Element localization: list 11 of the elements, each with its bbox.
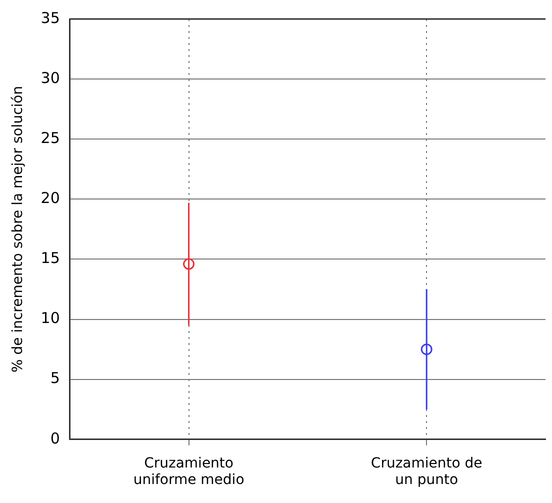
- y-tick-label: 0: [50, 429, 60, 448]
- x-tick-label: Cruzamiento de un punto: [370, 455, 482, 488]
- y-axis-title: % de incremento sobre la mejor solución: [10, 86, 26, 372]
- y-tick-label: 35: [40, 8, 60, 27]
- y-tick-label: 5: [50, 369, 60, 388]
- x-tick-label: Cruzamiento uniforme medio: [133, 455, 244, 488]
- y-tick-label: 30: [40, 68, 60, 87]
- y-tick-label: 15: [40, 249, 60, 268]
- y-tick-label: 25: [40, 129, 60, 148]
- y-tick-label: 20: [40, 189, 60, 208]
- y-tick-label: 10: [40, 309, 60, 328]
